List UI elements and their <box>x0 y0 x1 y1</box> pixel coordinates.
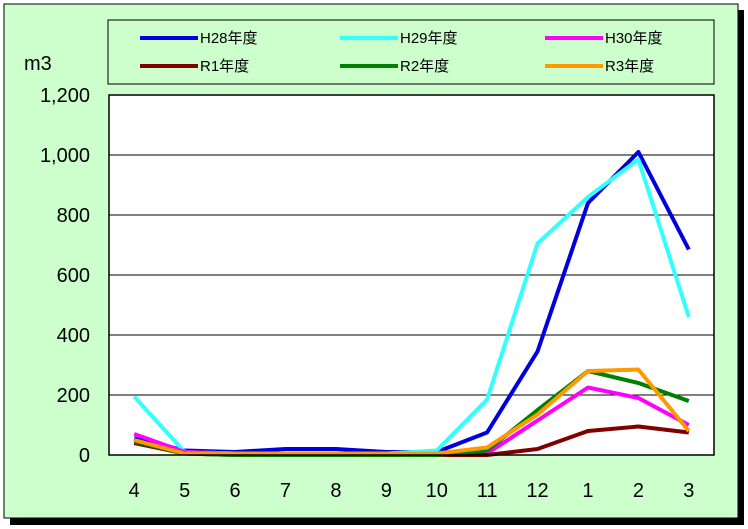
legend-label: H28年度 <box>200 30 258 47</box>
x-tick-label: 6 <box>229 480 240 502</box>
legend-box <box>107 19 715 85</box>
legend-item: R3年度 <box>545 58 654 75</box>
y-tick-label: 800 <box>57 205 90 227</box>
y-axis-unit-label: m3 <box>24 53 52 75</box>
legend-label: H29年度 <box>400 30 458 47</box>
gridlines <box>109 154 714 396</box>
legend-label: R3年度 <box>605 58 654 75</box>
x-tick-label: 5 <box>179 480 190 502</box>
x-tick-label: 12 <box>526 480 548 502</box>
y-tick-label: 600 <box>57 265 90 287</box>
x-tick-label: 4 <box>129 480 140 502</box>
x-tick-label: 8 <box>330 480 341 502</box>
y-tick-label: 1,200 <box>40 85 90 107</box>
legend-item: H29年度 <box>340 30 458 47</box>
y-tick-label: 400 <box>57 325 90 347</box>
legend-label: R1年度 <box>200 58 249 75</box>
legend-label: R2年度 <box>400 58 449 75</box>
legend: H28年度 H29年度 H30年度 R1年度 R2年度 R3年度 <box>140 30 663 75</box>
x-tick-label: 11 <box>477 480 498 502</box>
y-tick-label: 0 <box>79 445 90 467</box>
legend-item: R1年度 <box>140 58 249 75</box>
x-tick-label: 7 <box>280 480 291 502</box>
x-axis-ticks: 4 5 6 7 8 9 10 11 12 1 2 3 <box>129 480 695 502</box>
x-tick-label: 9 <box>381 480 392 502</box>
legend-item: H28年度 <box>140 30 258 47</box>
x-tick-label: 10 <box>426 480 448 502</box>
legend-item: R2年度 <box>340 58 449 75</box>
x-tick-label: 3 <box>683 480 694 502</box>
y-axis-ticks: 0 200 400 600 800 1,000 1,200 <box>40 85 90 467</box>
plot-border <box>108 94 715 456</box>
y-tick-label: 200 <box>57 385 90 407</box>
x-tick-label: 1 <box>582 480 593 502</box>
legend-item: H30年度 <box>545 30 663 47</box>
y-tick-label: 1,000 <box>40 145 90 167</box>
series-line <box>133 367 691 456</box>
x-tick-label: 2 <box>633 480 644 502</box>
legend-label: H30年度 <box>605 30 663 47</box>
